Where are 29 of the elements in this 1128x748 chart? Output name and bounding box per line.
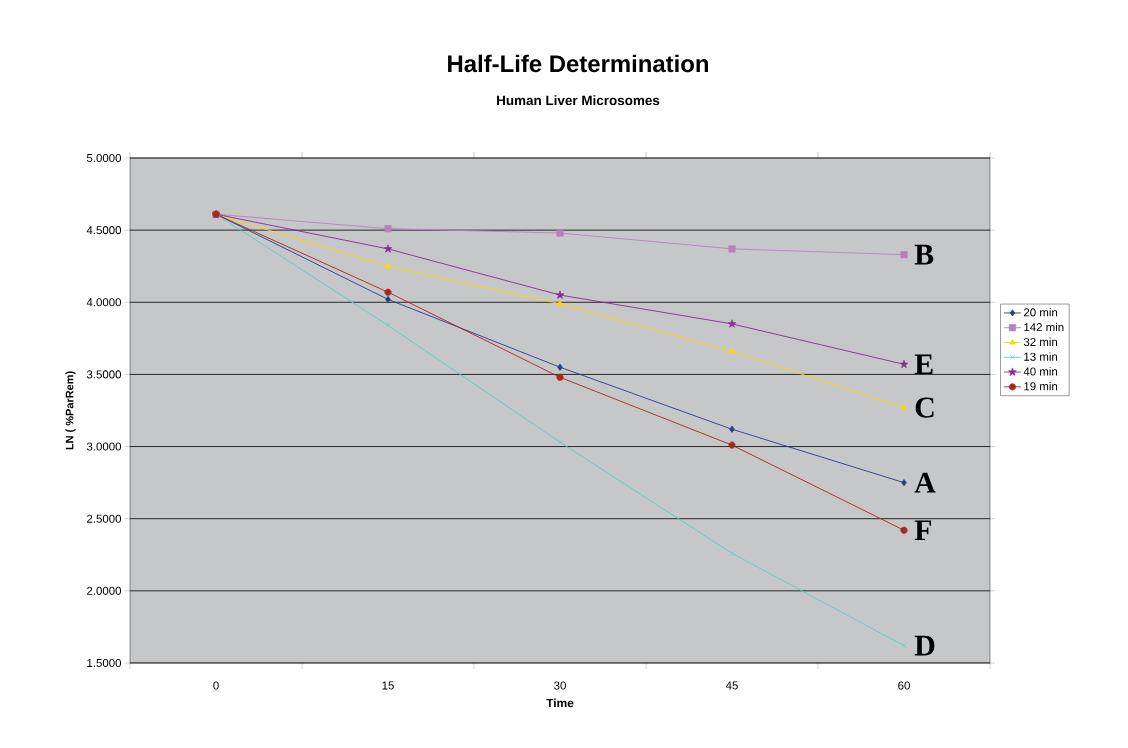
annotation: F	[914, 520, 932, 541]
x-tick-label: 15	[382, 681, 394, 690]
legend-label: 20 min	[1023, 308, 1058, 317]
x-tick-label: 45	[725, 681, 738, 690]
annotation: A	[914, 472, 936, 493]
y-tick-label: 3.0000	[86, 442, 122, 451]
chart-subtitle: Human Liver Microsomes	[497, 95, 660, 106]
x-tick-label: 0	[213, 681, 219, 690]
y-tick-label: 5.0000	[86, 153, 122, 163]
x-tick-label: 60	[898, 681, 910, 690]
annotation: E	[914, 354, 933, 375]
legend-label: 19 min	[1024, 381, 1058, 391]
y-tick-label: 4.5000	[86, 226, 122, 235]
annotation: B	[914, 244, 934, 265]
x-tick-label: 30	[554, 681, 566, 690]
annotation: C	[915, 397, 934, 418]
chart-title: Half-Life Determination	[448, 54, 709, 73]
legend-label: 13 min	[1024, 352, 1058, 361]
y-axis-title: LN ( %ParRem)	[65, 371, 76, 450]
y-tick-label: 1.5000	[87, 658, 122, 668]
y-tick-label: 4.0000	[86, 298, 122, 307]
legend-label: 142 min	[1024, 322, 1064, 332]
x-axis-title: Time	[546, 698, 574, 708]
y-tick-label: 2.5000	[87, 514, 122, 523]
legend-label: 40 min	[1023, 367, 1058, 376]
y-tick-label: 2.0000	[87, 586, 122, 595]
annotation: D	[914, 635, 935, 656]
y-tick-label: 3.5000	[86, 370, 122, 379]
legend-label: 32 min	[1023, 337, 1058, 347]
